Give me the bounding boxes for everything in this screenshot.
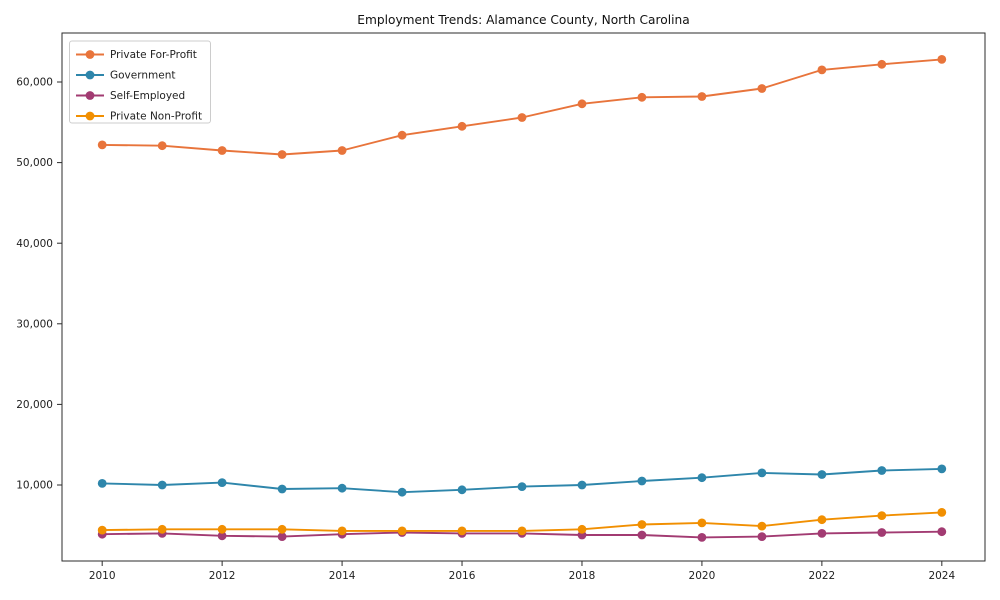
y-tick-label: 20,000: [16, 399, 53, 411]
chart-title: Employment Trends: Alamance County, Nort…: [357, 13, 690, 27]
data-point-private-for-profit: [97, 140, 107, 150]
y-tick-label: 50,000: [16, 157, 53, 169]
data-point-private-non-profit: [757, 521, 767, 531]
data-point-government: [697, 473, 707, 483]
x-tick-label: 2010: [89, 570, 116, 582]
legend-marker-icon: [85, 111, 95, 121]
data-point-private-non-profit: [577, 524, 587, 534]
legend-item-self-employed: Self-Employed: [76, 90, 185, 102]
data-point-private-non-profit: [337, 526, 347, 536]
legend-item-private-non-profit: Private Non-Profit: [76, 111, 202, 123]
data-point-government: [157, 480, 167, 490]
data-point-self-employed: [937, 527, 947, 537]
data-point-government: [817, 470, 827, 479]
data-point-self-employed: [757, 532, 767, 541]
data-point-private-non-profit: [157, 524, 167, 534]
data-point-government: [457, 485, 467, 495]
data-point-private-for-profit: [937, 55, 947, 64]
data-point-private-for-profit: [157, 141, 167, 151]
data-point-private-non-profit: [457, 526, 467, 536]
x-tick-label: 2012: [209, 570, 236, 582]
data-point-private-non-profit: [877, 511, 887, 520]
data-point-private-for-profit: [877, 59, 887, 69]
data-point-self-employed: [277, 532, 287, 541]
data-point-private-for-profit: [517, 113, 527, 122]
legend-box: [69, 40, 211, 124]
plot-border: [61, 32, 986, 562]
data-point-government: [517, 482, 527, 491]
y-tick-label: 60,000: [16, 77, 53, 89]
legend-label: Self-Employed: [110, 90, 185, 102]
data-point-private-for-profit: [757, 84, 767, 93]
y-tick-label: 40,000: [16, 238, 53, 250]
data-point-government: [277, 484, 287, 494]
data-point-self-employed: [217, 531, 227, 541]
data-point-private-for-profit: [457, 121, 467, 131]
y-tick-label: 30,000: [16, 318, 53, 330]
x-tick-label: 2016: [449, 570, 476, 582]
x-tick-label: 2014: [329, 570, 356, 582]
data-point-private-non-profit: [277, 524, 287, 534]
data-point-private-for-profit: [637, 92, 647, 102]
data-point-private-for-profit: [337, 146, 347, 155]
legend-marker-icon: [85, 70, 95, 80]
data-point-private-for-profit: [397, 130, 407, 140]
data-point-self-employed: [637, 530, 647, 540]
data-point-private-non-profit: [517, 526, 527, 536]
data-point-self-employed: [877, 528, 887, 537]
data-point-private-non-profit: [637, 520, 647, 529]
data-point-private-for-profit: [277, 150, 287, 159]
legend-item-private-for-profit: Private For-Profit: [76, 49, 197, 61]
data-point-government: [97, 479, 107, 488]
data-point-private-for-profit: [217, 146, 227, 155]
data-point-private-for-profit: [577, 99, 587, 109]
x-tick-label: 2022: [809, 570, 836, 582]
data-point-government: [397, 487, 407, 497]
data-point-government: [937, 464, 947, 474]
data-point-private-non-profit: [217, 524, 227, 534]
data-point-private-non-profit: [97, 525, 107, 535]
legend-label: Private For-Profit: [110, 49, 197, 61]
legend-marker-icon: [85, 91, 95, 100]
data-point-private-non-profit: [697, 518, 707, 528]
legend-marker-icon: [85, 50, 95, 59]
data-point-self-employed: [697, 533, 707, 542]
x-tick-label: 2018: [569, 570, 596, 582]
data-point-government: [877, 466, 887, 475]
data-point-private-non-profit: [397, 526, 407, 536]
legend-item-government: Government: [76, 70, 175, 82]
data-point-government: [757, 468, 767, 478]
data-point-government: [337, 483, 347, 493]
data-point-private-non-profit: [937, 508, 947, 517]
y-tick-label: 10,000: [16, 480, 53, 492]
legend: Private For-Profit Government Self-Employe…: [69, 40, 211, 124]
x-tick-label: 2020: [689, 570, 716, 582]
series-line-private-for-profit: [101, 58, 943, 156]
x-tick-label: 2024: [928, 570, 955, 582]
data-point-private-for-profit: [697, 92, 707, 101]
legend-label: Private Non-Profit: [110, 111, 202, 123]
legend-label: Government: [110, 70, 175, 82]
data-point-government: [217, 478, 227, 487]
data-point-private-for-profit: [817, 65, 827, 75]
data-point-private-non-profit: [817, 515, 827, 525]
data-point-self-employed: [817, 529, 827, 538]
data-point-government: [577, 480, 587, 490]
data-point-government: [637, 476, 647, 486]
